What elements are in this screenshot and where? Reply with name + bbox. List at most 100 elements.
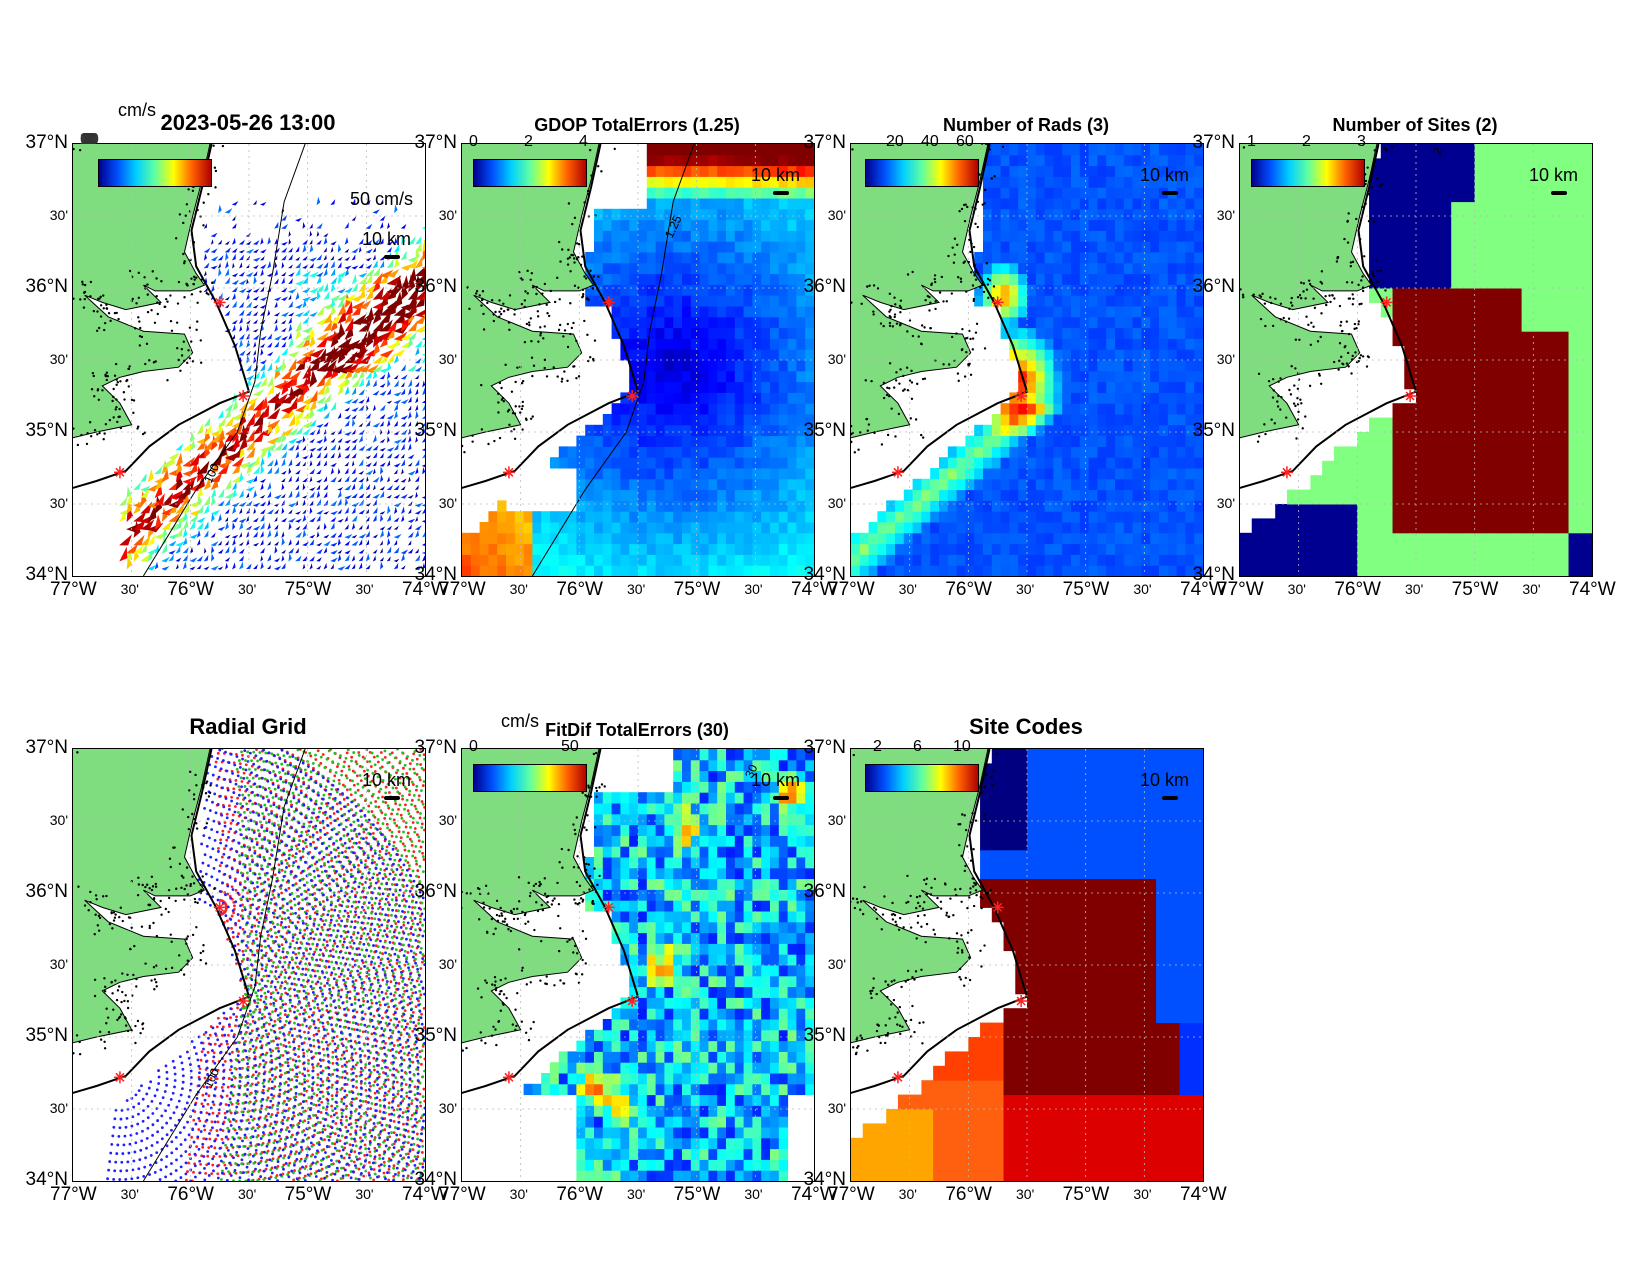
latitude-tick-label: 34°N [1192,564,1235,585]
longitude-tick-label: 30' [120,581,139,597]
longitude-tick-label: 76°W [167,1184,214,1205]
latitude-tick-label: 37°N [1192,132,1235,153]
panel-title: GDOP TotalErrors (1.25) [534,115,740,135]
panel-title: Number of Sites (2) [1332,115,1498,135]
longitude-tick-label: 77°W [828,579,875,600]
longitude-tick-label: 30' [355,1186,374,1202]
sound-shoreline [462,749,600,1044]
hf-radar-site-marker [891,466,904,479]
longitude-tick-label: 75°W [673,579,721,600]
isobath-100m [142,749,306,1181]
latitude-tick-label: 36°N [1192,276,1235,297]
latitude-tick-label: 36°N [25,276,68,297]
longitude-tick-label: 30' [1287,581,1306,597]
contour-label: 30 [742,762,760,780]
isobath-100m [531,144,695,576]
colorbar-tick-label: 60 [956,133,974,150]
graticule [462,749,814,1181]
longitude-tick-label: 76°W [556,579,603,600]
longitude-tick-label: 74°W [402,579,449,600]
map-area[interactable]: 30 [461,748,815,1182]
longitude-tick-label: 77°W [439,1184,486,1205]
longitude-tick-label: 77°W [1217,579,1264,600]
longitude-tick-label: 74°W [791,1184,838,1205]
latitude-tick-label: 30' [827,351,846,367]
latitude-tick-label: 30' [827,207,846,223]
longitude-tick-label: 74°W [402,1184,449,1205]
latitude-tick-label: 37°N [803,132,846,153]
fit-difference-cells [523,749,814,1181]
scale-bar [1162,191,1178,195]
longitude-tick-label: 30' [355,581,374,597]
sound-shoreline [851,144,989,439]
longitude-tick-label: 75°W [284,1184,332,1205]
latitude-tick-label: 34°N [25,1169,68,1190]
hf-radar-site-marker [237,995,250,1007]
latitude-tick-label: 30' [1216,207,1235,223]
latitude-tick-label: 30' [827,956,846,972]
longitude-tick-label: 30' [1016,581,1035,597]
land-mass [462,144,599,438]
hf-radar-site-marker [1404,390,1417,402]
hf-radar-site-marker [1015,390,1028,402]
hf-radar-site-marker [113,1071,126,1084]
map-area[interactable]: 2 [1239,143,1593,577]
latitude-tick-label: 30' [49,351,68,367]
graticule [462,144,814,576]
colorbar-tick-label: 50 [561,738,579,755]
longitude-tick-label: 30' [744,581,763,597]
longitude-tick-label: 76°W [1334,579,1381,600]
unit-label: cm/s [501,711,539,731]
gdop-error-cells [462,144,814,576]
latitude-tick-label: 30' [49,1100,68,1116]
map-area[interactable] [850,748,1204,1182]
map-area[interactable]: 100 [72,143,426,577]
longitude-tick-label: 76°W [945,579,992,600]
latitude-tick-label: 30' [827,495,846,511]
radial-grid-points [106,749,425,1181]
map-area[interactable]: 100 [72,748,426,1182]
scale-bar-label: 10 km [751,770,801,790]
vector-scale-label: 50 cm/s [350,189,414,209]
hf-radar-site-marker [1280,466,1293,479]
map-svg: 100 [73,749,425,1181]
colorbar [865,159,979,187]
scale-bar-label: 10 km [751,165,801,185]
site-count-cells [1240,144,1592,576]
coastal-marsh-dots [73,144,225,447]
latitude-tick-label: 37°N [25,737,68,758]
hf-radar-site-marker [991,901,1004,914]
latitude-tick-label: 37°N [803,737,846,758]
longitude-tick-label: 30' [898,581,917,597]
longitude-tick-label: 75°W [1062,579,1110,600]
hf-radar-site-marker [113,466,126,479]
map-svg: 1.25 [462,144,814,576]
latitude-tick-label: 35°N [414,420,457,441]
longitude-tick-label: 30' [627,581,646,597]
colorbar-tick-overprint: 0 10 20 30 40 50 60 70 80 [80,131,99,148]
scale-bar [1551,191,1567,195]
coastal-marsh-dots [73,749,224,1056]
longitude-tick-label: 30' [120,1186,139,1202]
map-area[interactable] [850,143,1204,577]
latitude-tick-label: 30' [438,956,457,972]
scale-bar [773,191,789,195]
land-mass [73,749,210,1043]
graticule [851,749,1203,1181]
longitude-tick-label: 30' [1405,581,1424,597]
longitude-tick-label: 30' [1522,581,1541,597]
latitude-tick-label: 35°N [803,420,846,441]
graticule [73,144,425,576]
latitude-tick-label: 30' [49,956,68,972]
longitude-tick-label: 74°W [791,579,838,600]
hf-radar-site-marker [602,901,615,914]
colorbar [98,159,212,187]
scale-bar-label: 10 km [362,229,412,249]
map-area[interactable]: 1.25 [461,143,815,577]
figure-datetime-title: 2023-05-26 13:00 [160,110,336,135]
longitude-tick-label: 74°W [1180,1184,1227,1205]
longitude-tick-label: 30' [509,581,528,597]
hf-radar-site-marker [1015,995,1028,1007]
colorbar [1251,159,1365,187]
hf-radar-site-marker [891,1071,904,1084]
